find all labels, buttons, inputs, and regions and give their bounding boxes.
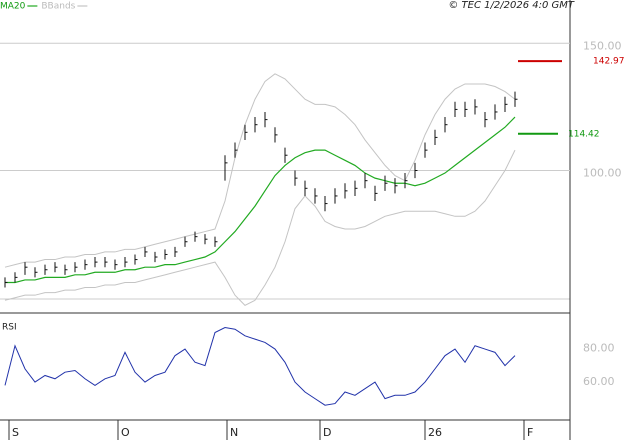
rsi-line: [4, 327, 516, 406]
x-tick-label: 26: [428, 426, 442, 439]
y-tick-label: 150.00: [583, 39, 622, 52]
y-tick-label: 100.00: [583, 166, 622, 179]
level-label: 114.42: [568, 129, 600, 139]
ma-line: [5, 116, 516, 284]
x-tick-label: F: [527, 426, 533, 439]
x-tick-label: D: [323, 426, 331, 439]
y-tick-label: 60.00: [583, 375, 615, 388]
legend-label: MA20: [0, 2, 26, 12]
x-tick-label: O: [121, 426, 130, 439]
x-tick-label: S: [12, 426, 19, 439]
y-tick-label: 80.00: [583, 342, 615, 355]
band-lower: [4, 149, 516, 306]
level-label: 142.97: [593, 57, 625, 67]
credit: © TEC 1/2/2026 4:0 GMT: [448, 0, 575, 11]
legend-label: BBands: [41, 2, 75, 12]
x-tick-label: N: [230, 426, 238, 439]
panel-title: RSI: [2, 323, 17, 333]
band-upper: [4, 73, 516, 268]
